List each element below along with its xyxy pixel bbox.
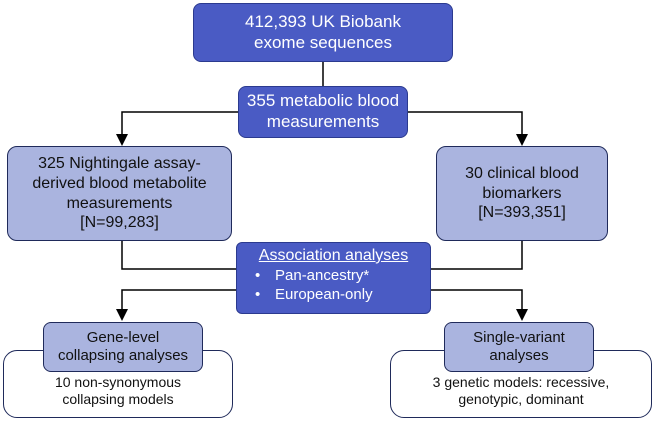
association-list: Pan-ancestry* European-only xyxy=(237,267,430,303)
connector-nightingale-association xyxy=(121,241,236,270)
association-heading: Association analyses xyxy=(258,247,409,264)
nightingale-line-3: measurements xyxy=(66,194,173,212)
single-variant-detail-line-2: genotypic, dominant xyxy=(458,391,584,407)
connector-clinical-association xyxy=(431,241,523,270)
measurements-node: 355 metabolic blood measurements xyxy=(238,86,408,138)
clinical-node: 30 clinical blood biomarkers [N=393,351] xyxy=(436,146,608,241)
gene-level-title-line-2: collapsing analyses xyxy=(57,347,189,364)
exomes-node: 412,393 UK Biobank exome sequences xyxy=(193,3,453,62)
exomes-line-2: exome sequences xyxy=(254,32,392,52)
gene-level-detail-line-2: collapsing models xyxy=(62,391,174,407)
nightingale-line-1: 325 Nightingale assay- xyxy=(38,155,201,173)
arrow-to-clinical xyxy=(408,111,528,146)
measurements-line-1: 355 metabolic blood xyxy=(246,91,400,111)
association-item-european-only: European-only xyxy=(255,286,430,303)
association-item-pan-ancestry: Pan-ancestry* xyxy=(255,267,430,284)
clinical-line-2: biomarkers xyxy=(482,184,562,202)
measurements-line-2: measurements xyxy=(266,112,380,131)
arrow-to-single-variant xyxy=(431,289,528,321)
single-variant-detail-line-1: 3 genetic models: recessive, xyxy=(432,373,610,390)
single-variant-title-line-1: Single-variant xyxy=(473,328,565,346)
gene-level-title-line-1: Gene-level xyxy=(86,328,160,346)
arrow-to-gene-level xyxy=(116,289,236,321)
single-variant-detail-node: 3 genetic models: recessive, genotypic, … xyxy=(390,350,652,418)
clinical-sample-size: [N=393,351] xyxy=(478,204,566,222)
arrow-to-nightingale xyxy=(116,111,238,146)
single-variant-title-node: Single-variant analyses xyxy=(444,322,594,372)
nightingale-node: 325 Nightingale assay- derived blood met… xyxy=(7,146,232,241)
exomes-line-1: 412,393 UK Biobank xyxy=(245,11,401,31)
gene-level-detail-line-1: 10 non-synonymous xyxy=(54,373,182,390)
gene-level-title-node: Gene-level collapsing analyses xyxy=(43,322,203,372)
clinical-line-1: 30 clinical blood xyxy=(465,165,579,183)
association-node: Association analyses Pan-ancestry* Europ… xyxy=(236,242,431,314)
nightingale-sample-size: [N=99,283] xyxy=(80,214,159,232)
single-variant-title-line-2: analyses xyxy=(489,347,549,364)
nightingale-line-2: derived blood metabolite xyxy=(32,174,207,192)
